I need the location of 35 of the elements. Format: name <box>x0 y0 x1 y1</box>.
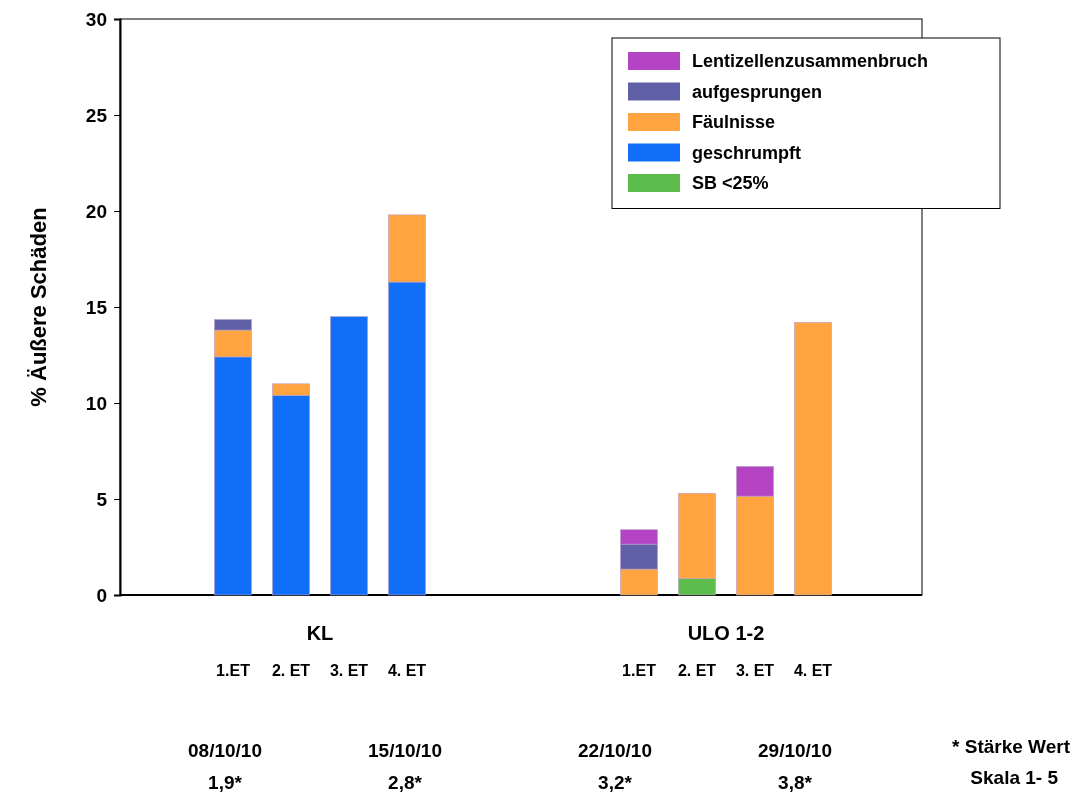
legend-label: Lentizellenzusammenbruch <box>692 51 929 71</box>
text: 3,2* <box>598 772 633 793</box>
text: 15/10/10 <box>368 740 442 761</box>
x-tick-label: 4. ET <box>387 662 427 679</box>
text: * Stärke Wert <box>952 736 1071 757</box>
legend-label: Fäulnisse <box>692 112 776 132</box>
x-tick-label: 1.ET <box>622 662 657 679</box>
y-tick-label: 0 <box>96 584 107 606</box>
text: 29/10/10 <box>758 740 832 761</box>
y-tick-label: 30 <box>85 8 107 30</box>
text: ULO 1-2 <box>687 622 765 644</box>
bar <box>794 322 832 596</box>
x-tick-label: 3. ET <box>735 662 775 679</box>
x-tick-label: 3. ET <box>329 662 369 679</box>
y-tick-label: 25 <box>85 104 108 126</box>
text: 22/10/10 <box>578 740 652 761</box>
legend-label: aufgesprungen <box>692 81 823 102</box>
text: Skala 1- 5 <box>970 767 1059 788</box>
y-tick-label: 5 <box>96 488 108 510</box>
y-tick-label: 10 <box>85 392 107 414</box>
x-tick-label: 2. ET <box>677 662 717 679</box>
text: KL <box>306 622 334 644</box>
x-tick-label: 1.ET <box>216 662 251 679</box>
y-axis-title: % Äußere Schäden <box>26 207 51 407</box>
text: 3,8* <box>778 772 813 793</box>
text: 08/10/10 <box>188 740 262 761</box>
y-tick-label: 20 <box>85 200 107 222</box>
text: 1,9* <box>208 772 243 793</box>
x-tick-label: 4. ET <box>793 662 833 679</box>
text: 2,8* <box>388 772 423 793</box>
y-tick-label: 15 <box>85 296 108 318</box>
bar <box>330 316 368 596</box>
legend-label: SB <25% <box>692 173 769 193</box>
x-tick-label: 2. ET <box>271 662 311 679</box>
legend-label: geschrumpft <box>692 142 802 163</box>
